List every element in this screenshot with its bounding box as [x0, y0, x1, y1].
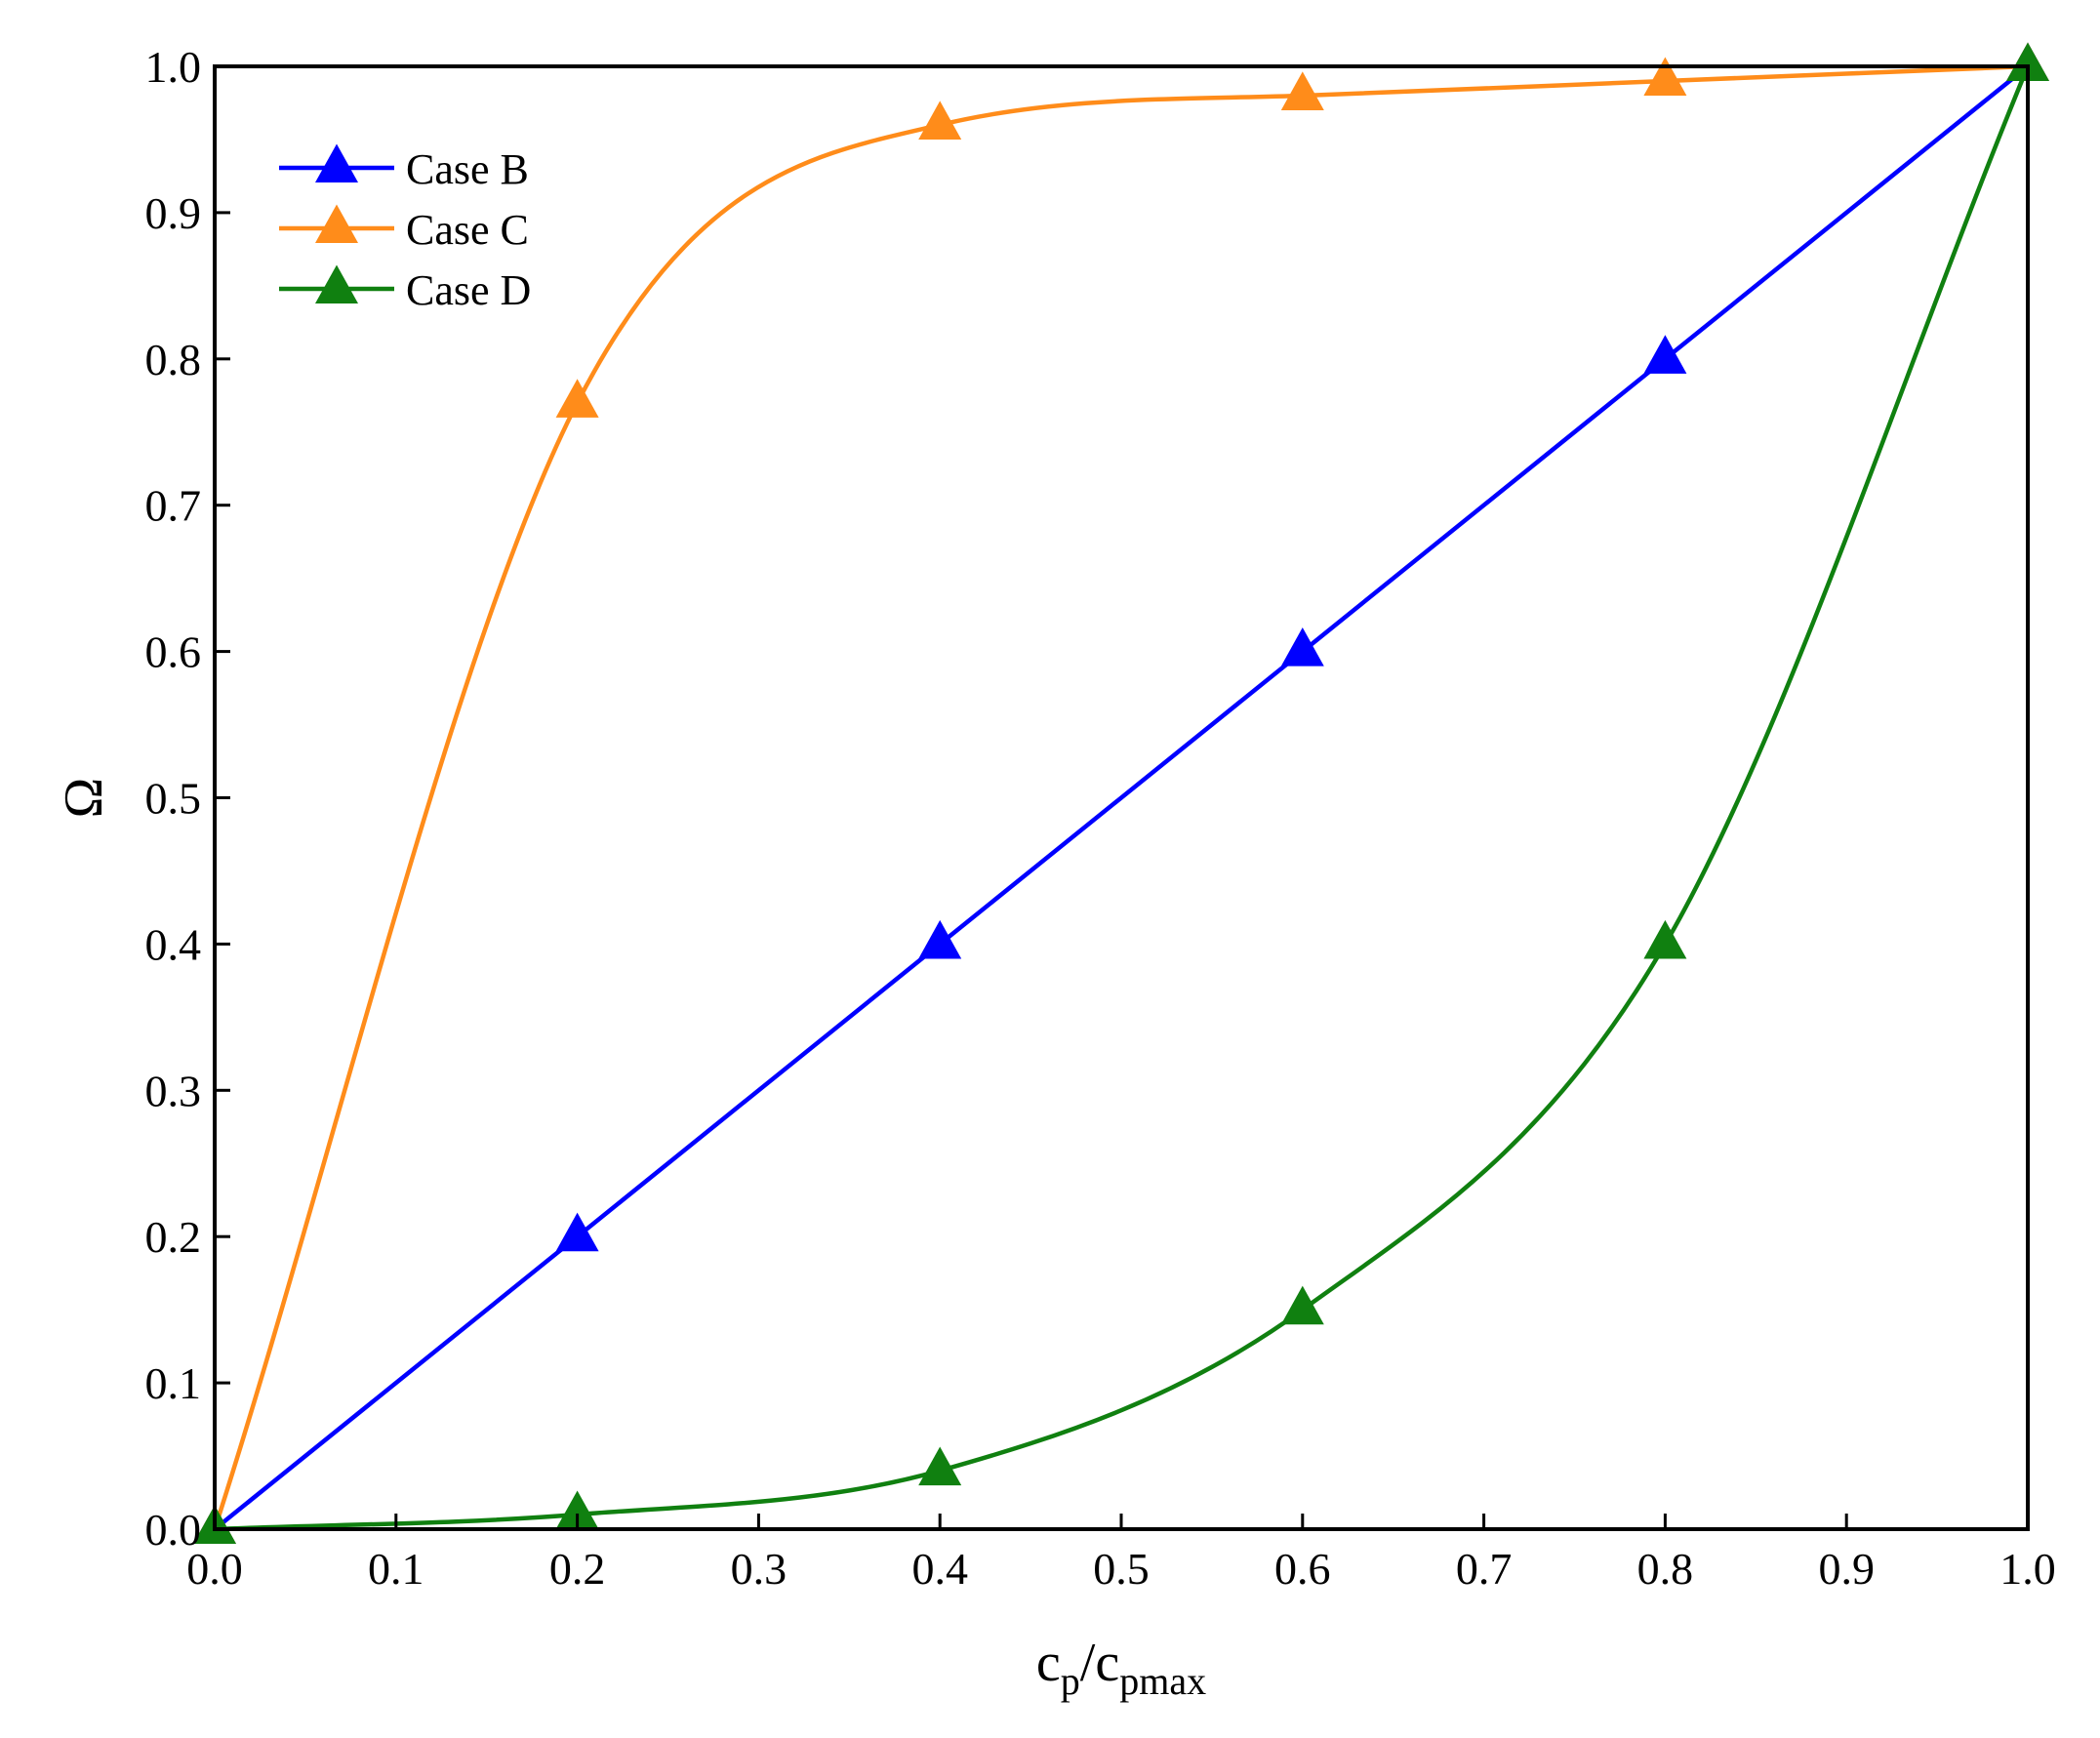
x-axis-label-main: c — [1036, 1633, 1061, 1693]
x-axis-label-sub2: pmax — [1119, 1659, 1206, 1703]
y-tick-label: 0.3 — [145, 1066, 202, 1115]
y-tick-label: 0.6 — [145, 627, 202, 677]
y-axis-label: Ω — [54, 778, 114, 819]
legend-swatch-marker — [315, 143, 358, 183]
x-tick-label: 0.3 — [731, 1544, 788, 1594]
legend: Case B Case C Case D — [279, 143, 531, 314]
legend-swatch-marker — [315, 264, 358, 304]
legend-item-case-b: Case B — [279, 143, 529, 193]
x-tick-label: 1.0 — [1999, 1544, 2056, 1594]
legend-label: Case C — [406, 206, 529, 254]
data-point-case-c — [1643, 57, 1687, 97]
y-tick-label: 0.9 — [145, 188, 202, 238]
data-point-case-d — [555, 1490, 599, 1530]
legend-item-case-c: Case C — [279, 204, 529, 254]
data-point-case-c — [918, 101, 962, 141]
y-tick-label: 1.0 — [145, 42, 202, 92]
x-tick-label: 0.0 — [186, 1544, 243, 1594]
series-line-case-b — [213, 64, 2030, 1531]
y-tick-label: 0.4 — [145, 919, 202, 969]
data-point-case-d — [918, 1446, 962, 1486]
y-tick-label: 0.8 — [145, 335, 202, 384]
data-point-case-c — [1280, 71, 1324, 111]
y-tick-label: 0.1 — [145, 1358, 202, 1408]
x-tick-label: 0.9 — [1818, 1544, 1875, 1594]
series-layer — [193, 42, 2049, 1545]
data-point-case-d — [1643, 919, 1687, 959]
x-axis-label-sub: p — [1061, 1659, 1080, 1703]
legend-label: Case B — [406, 145, 529, 193]
x-tick-label: 0.5 — [1093, 1544, 1150, 1594]
data-point-case-b — [1643, 335, 1687, 374]
x-axis-label: cp/cpmax — [1036, 1633, 1206, 1703]
x-tick-label: 0.7 — [1456, 1544, 1513, 1594]
x-tick-label: 0.4 — [911, 1544, 968, 1594]
x-tick-label: 0.6 — [1274, 1544, 1331, 1594]
y-tick-label: 0.5 — [145, 774, 202, 824]
data-point-case-b — [1280, 627, 1324, 667]
data-point-case-d — [1280, 1285, 1324, 1325]
axis-labels: Ω cp/cpmax — [54, 778, 1206, 1703]
legend-label: Case D — [406, 266, 531, 314]
ticks-layer: 0.0 0.1 0.2 0.3 0.4 0.5 0.6 0.7 0.8 0.9 1.0 0.0 0.1 0… — [145, 42, 2056, 1594]
x-axis-label-sep: /c — [1080, 1633, 1119, 1693]
x-tick-label: 0.1 — [368, 1544, 424, 1594]
legend-item-case-d: Case D — [279, 264, 531, 314]
y-tick-label: 0.0 — [145, 1505, 202, 1555]
legend-swatch-marker — [315, 204, 358, 244]
y-tick-label: 0.7 — [145, 481, 202, 531]
data-point-case-b — [918, 919, 962, 959]
x-tick-label: 0.2 — [549, 1544, 606, 1594]
x-tick-label: 0.8 — [1637, 1544, 1694, 1594]
data-point-case-d — [2006, 42, 2049, 82]
data-point-case-b — [555, 1212, 599, 1252]
data-point-case-c — [555, 379, 599, 418]
y-tick-label: 0.2 — [145, 1212, 202, 1262]
